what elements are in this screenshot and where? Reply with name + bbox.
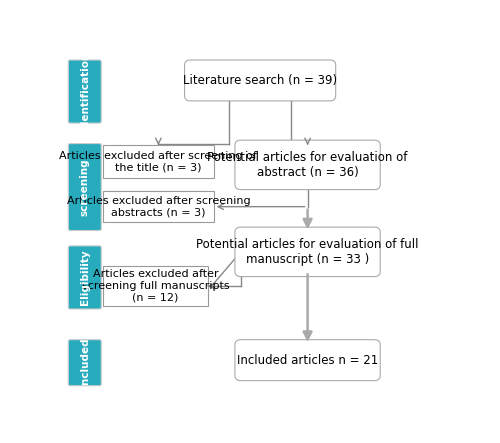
FancyBboxPatch shape <box>184 60 336 101</box>
Bar <box>103 266 208 306</box>
Text: Included articles n = 21: Included articles n = 21 <box>237 354 378 367</box>
Bar <box>103 145 214 178</box>
Text: Potential articles for evaluation of full
manuscript (n = 33 ): Potential articles for evaluation of ful… <box>196 238 419 266</box>
Text: screening: screening <box>80 158 90 216</box>
FancyBboxPatch shape <box>235 140 380 190</box>
Text: Included: Included <box>80 338 90 388</box>
Bar <box>103 191 214 222</box>
Text: Eligibility: Eligibility <box>80 249 90 305</box>
Text: Articles excluded after screening
abstracts (n = 3): Articles excluded after screening abstra… <box>66 196 250 218</box>
Text: Potential articles for evaluation of
abstract (n = 36): Potential articles for evaluation of abs… <box>208 151 408 179</box>
Text: Literature search (n = 39): Literature search (n = 39) <box>183 74 337 87</box>
FancyBboxPatch shape <box>68 60 101 123</box>
Text: Articles excluded after
screening full manuscripts
(n = 12): Articles excluded after screening full m… <box>82 269 230 303</box>
Text: Articles excluded after screening of
the title (n = 3): Articles excluded after screening of the… <box>60 151 258 172</box>
FancyBboxPatch shape <box>235 340 380 381</box>
FancyBboxPatch shape <box>68 144 101 230</box>
Text: Identification: Identification <box>80 52 90 131</box>
FancyBboxPatch shape <box>68 340 101 386</box>
FancyBboxPatch shape <box>68 246 101 309</box>
FancyBboxPatch shape <box>235 227 380 276</box>
